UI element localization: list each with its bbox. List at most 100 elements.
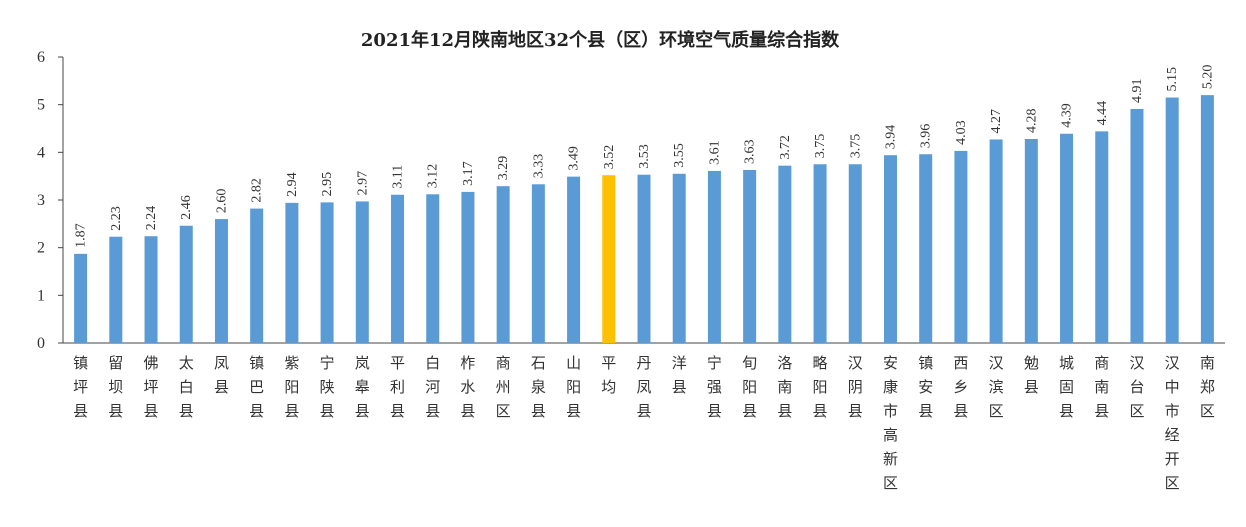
category-label: 汉阴县: [848, 354, 863, 420]
value-label: 3.55: [672, 143, 687, 168]
bar: [531, 184, 545, 343]
value-label: 2.46: [179, 195, 194, 220]
bar: [1060, 133, 1074, 343]
y-tick-label: 2: [37, 240, 45, 257]
value-label: 3.63: [743, 139, 758, 164]
bars: [74, 95, 1214, 344]
bar: [637, 174, 651, 343]
bar: [214, 219, 228, 343]
bar: [179, 225, 193, 343]
value-label: 3.12: [426, 164, 441, 189]
bar: [743, 169, 757, 343]
category-label: 平利县: [390, 354, 405, 420]
y-tick-label: 3: [37, 192, 45, 209]
value-label: 3.17: [461, 161, 476, 186]
category-label: 镇安县: [918, 354, 933, 420]
value-label: 1.87: [74, 223, 89, 248]
y-tick-label: 5: [37, 97, 45, 114]
category-label: 洛南县: [777, 354, 792, 420]
category-label: 汉滨区: [989, 354, 1004, 420]
category-label: 太白县: [179, 354, 194, 420]
value-label: 3.94: [883, 125, 898, 150]
value-label: 3.52: [602, 145, 617, 170]
value-label: 5.20: [1200, 65, 1215, 90]
value-labels: 1.87 2.23 2.24 2.46 2.60 2.82 2.94 2.95 2.97 3.11…: [74, 65, 1216, 248]
bar: [74, 253, 88, 343]
category-label: 紫阳县: [284, 354, 299, 420]
bar: [919, 154, 933, 343]
category-label: 镇巴县: [249, 354, 264, 420]
category-label: 石泉县: [531, 354, 546, 420]
value-label: 3.53: [637, 144, 652, 169]
category-label: 商州区: [496, 354, 511, 420]
value-label: 5.15: [1165, 67, 1180, 92]
value-label: 3.29: [496, 156, 511, 180]
category-label: 城固县: [1059, 354, 1074, 420]
category-label: 白河县: [425, 354, 440, 420]
value-label: 3.75: [848, 134, 863, 159]
value-label: 3.49: [567, 146, 582, 171]
category-label: 宁强县: [707, 354, 722, 420]
category-label: 汉台区: [1129, 354, 1144, 420]
value-label: 2.94: [285, 172, 300, 197]
value-label: 3.72: [778, 135, 793, 160]
bar: [989, 139, 1003, 343]
category-label: 凤县: [214, 354, 229, 396]
bar: [1130, 108, 1144, 343]
y-tick-label: 0: [37, 335, 45, 352]
bar: [567, 176, 581, 343]
category-label: 山阳县: [566, 354, 581, 420]
category-label: 南郑区: [1200, 354, 1215, 420]
category-label: 留坝县: [108, 354, 123, 420]
value-label: 2.82: [250, 178, 265, 203]
value-label: 3.61: [707, 140, 722, 165]
category-label: 商南县: [1094, 354, 1109, 420]
category-label: 柞水县: [460, 354, 475, 420]
bar: [672, 173, 686, 343]
value-label: 2.23: [109, 206, 124, 231]
bar: [285, 202, 299, 343]
category-label: 安康市高新区: [883, 354, 898, 492]
bar: [883, 155, 897, 343]
value-label: 2.97: [355, 171, 370, 196]
category-label: 勉县: [1024, 354, 1039, 396]
value-label: 2.60: [214, 189, 229, 214]
bar: [109, 236, 123, 343]
bar: [1200, 95, 1214, 343]
bar: [144, 236, 158, 343]
value-label: 3.11: [391, 165, 406, 189]
bar: [391, 194, 405, 343]
bar: [355, 201, 369, 343]
bar: [496, 186, 510, 343]
bar: [778, 165, 792, 343]
value-label: 4.91: [1130, 78, 1145, 103]
bar: [848, 164, 862, 343]
chart-title: 2021年12月陕南地区32个县（区）环境空气质量综合指数: [361, 29, 840, 51]
bar: [320, 202, 334, 343]
category-label: 平均: [601, 354, 616, 396]
category-label: 岚皋县: [355, 354, 370, 420]
value-label: 2.95: [320, 172, 335, 197]
value-label: 4.27: [989, 109, 1004, 134]
bar: [954, 150, 968, 343]
value-label: 2.24: [144, 206, 159, 231]
bar: [1095, 131, 1109, 343]
category-label: 西乡县: [953, 354, 968, 420]
category-label: 洋县: [672, 354, 687, 396]
value-label: 3.75: [813, 134, 828, 159]
y-tick-label: 4: [37, 144, 45, 161]
bar: [426, 194, 440, 343]
bar: [461, 191, 475, 343]
bar: [602, 175, 616, 343]
bar: [707, 170, 721, 343]
x-axis-labels: 镇坪县 留坝县 佛坪县 太白县 凤县 镇巴县 紫阳县 宁陕县 岚皋县 平利县 白河县 柞水县 商州区 石泉…: [73, 354, 1215, 492]
value-label: 4.39: [1060, 103, 1075, 128]
bar: [250, 208, 264, 343]
y-tick-label: 6: [37, 49, 45, 66]
value-label: 3.33: [531, 154, 546, 179]
category-label: 汉中市经开区: [1165, 354, 1180, 492]
category-label: 佛坪县: [144, 354, 159, 420]
bar: [1165, 97, 1179, 344]
category-label: 略阳县: [813, 354, 828, 420]
